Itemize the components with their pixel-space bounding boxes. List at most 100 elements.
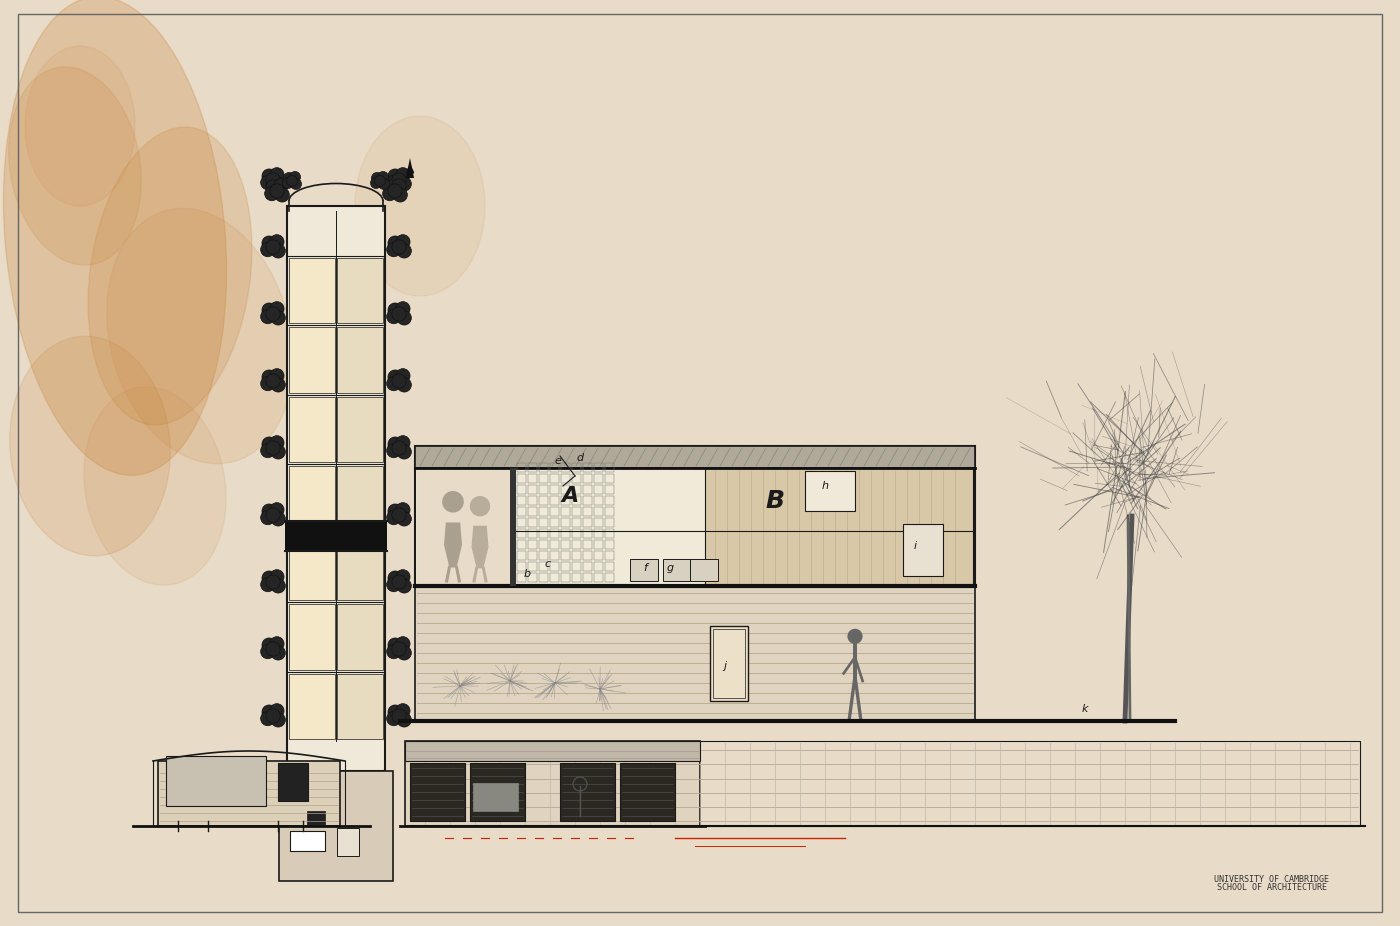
Circle shape: [396, 369, 410, 383]
Bar: [337, 327, 384, 393]
Circle shape: [283, 178, 294, 189]
Bar: [573, 485, 581, 494]
Text: c: c: [545, 559, 552, 569]
Bar: [337, 828, 358, 856]
Bar: [561, 529, 570, 538]
Circle shape: [266, 240, 280, 254]
Circle shape: [266, 180, 280, 194]
Bar: [605, 474, 615, 483]
Circle shape: [388, 236, 402, 250]
Circle shape: [386, 644, 400, 658]
Circle shape: [388, 370, 402, 384]
Circle shape: [266, 441, 280, 456]
Bar: [158, 761, 340, 826]
Ellipse shape: [88, 127, 252, 425]
Bar: [337, 605, 384, 669]
Bar: [582, 529, 592, 538]
Bar: [517, 529, 526, 538]
Bar: [630, 559, 658, 581]
Circle shape: [388, 571, 402, 585]
Polygon shape: [406, 158, 414, 178]
Bar: [288, 396, 335, 462]
Circle shape: [260, 309, 274, 324]
Bar: [287, 206, 385, 771]
Bar: [539, 518, 547, 527]
Bar: [550, 496, 559, 505]
Bar: [550, 507, 559, 516]
Circle shape: [272, 378, 286, 392]
Bar: [550, 562, 559, 571]
Circle shape: [847, 629, 862, 644]
Bar: [510, 468, 517, 586]
Circle shape: [386, 175, 400, 190]
Circle shape: [270, 704, 284, 718]
Circle shape: [388, 638, 402, 652]
Circle shape: [392, 374, 406, 388]
Bar: [582, 496, 592, 505]
Ellipse shape: [84, 387, 225, 585]
Bar: [517, 474, 526, 483]
Bar: [561, 573, 570, 582]
Bar: [582, 485, 592, 494]
Circle shape: [398, 378, 412, 392]
Bar: [561, 485, 570, 494]
Circle shape: [272, 444, 286, 459]
Text: A: A: [561, 486, 578, 506]
Bar: [605, 518, 615, 527]
Text: f: f: [643, 563, 647, 573]
Circle shape: [442, 491, 463, 513]
Bar: [417, 468, 510, 585]
Bar: [337, 535, 384, 600]
Bar: [605, 496, 615, 505]
Bar: [414, 446, 974, 468]
Bar: [539, 551, 547, 560]
Bar: [528, 529, 538, 538]
Circle shape: [262, 571, 276, 585]
Bar: [528, 474, 538, 483]
Circle shape: [396, 168, 410, 181]
Bar: [539, 463, 547, 472]
Bar: [517, 485, 526, 494]
Bar: [710, 626, 748, 701]
Circle shape: [290, 171, 301, 182]
Circle shape: [392, 708, 406, 723]
Circle shape: [274, 188, 290, 202]
Circle shape: [260, 444, 274, 457]
Bar: [307, 811, 325, 826]
Circle shape: [388, 705, 402, 720]
Circle shape: [262, 236, 276, 250]
Bar: [539, 496, 547, 505]
Bar: [582, 551, 592, 560]
Circle shape: [388, 504, 402, 519]
Ellipse shape: [8, 67, 141, 265]
Bar: [550, 518, 559, 527]
Text: SCHOOL OF ARCHITECTURE: SCHOOL OF ARCHITECTURE: [1217, 883, 1327, 893]
Bar: [539, 562, 547, 571]
Circle shape: [260, 175, 274, 190]
Bar: [573, 518, 581, 527]
Text: B: B: [766, 489, 784, 513]
Polygon shape: [472, 526, 489, 569]
Bar: [561, 463, 570, 472]
Bar: [517, 562, 526, 571]
Bar: [903, 524, 944, 576]
Bar: [690, 559, 718, 581]
Text: h: h: [822, 481, 829, 491]
Circle shape: [392, 441, 406, 456]
Bar: [288, 605, 335, 669]
Circle shape: [378, 171, 389, 182]
Circle shape: [386, 309, 400, 324]
Text: e: e: [554, 456, 561, 466]
Circle shape: [272, 579, 286, 593]
Bar: [664, 559, 692, 581]
Circle shape: [272, 512, 286, 526]
Bar: [286, 521, 386, 551]
Bar: [337, 396, 384, 462]
Circle shape: [272, 244, 286, 258]
Circle shape: [392, 575, 406, 589]
Bar: [517, 507, 526, 516]
Bar: [539, 474, 547, 483]
Circle shape: [386, 711, 400, 726]
Circle shape: [384, 180, 398, 194]
Ellipse shape: [25, 46, 134, 206]
